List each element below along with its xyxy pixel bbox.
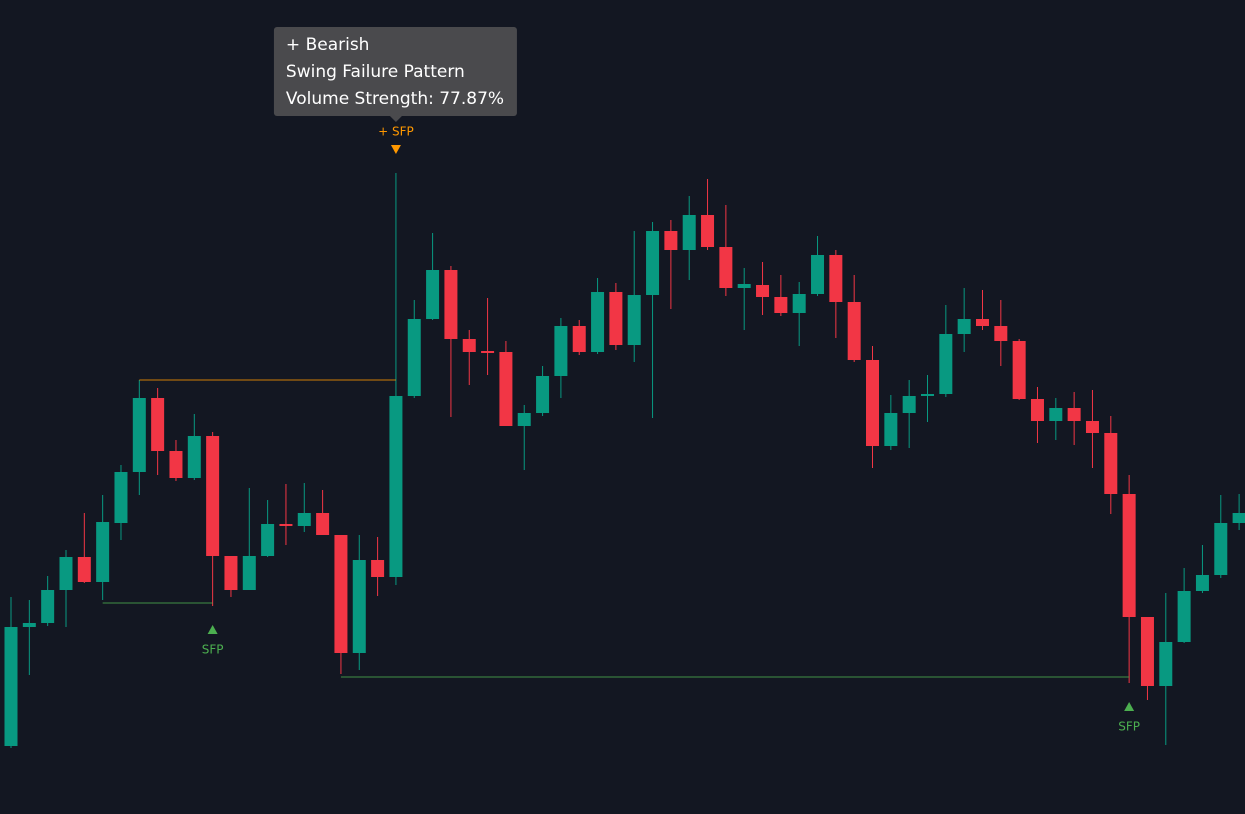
- candle-body: [499, 352, 513, 426]
- candle-body: [664, 231, 678, 250]
- candle-body: [114, 472, 128, 523]
- candle-body: [1067, 408, 1081, 421]
- candle-body: [774, 297, 788, 313]
- candle-body: [407, 319, 421, 396]
- candle-body: [279, 524, 293, 526]
- sfp-label: SFP: [1118, 720, 1140, 734]
- candle-body: [609, 292, 623, 345]
- candle-body: [719, 247, 733, 288]
- candle-body: [1012, 341, 1026, 399]
- candle-body: [1232, 513, 1245, 523]
- sfp-marker: [1124, 702, 1135, 711]
- candle-body: [224, 556, 238, 590]
- candle-body: [884, 413, 898, 446]
- candle-body: [737, 284, 751, 288]
- candle-body: [261, 524, 275, 556]
- candle-body: [975, 319, 989, 326]
- candle-body: [957, 319, 971, 334]
- candle-body: [22, 623, 36, 627]
- candle-body: [682, 215, 696, 250]
- candle-body: [187, 436, 201, 478]
- tooltip-line: Volume Strength: 77.87%: [286, 89, 504, 109]
- candle-body: [132, 398, 146, 472]
- candle-body: [536, 376, 550, 413]
- candle-body: [481, 351, 495, 353]
- candle-body: [169, 451, 183, 478]
- candle-body: [297, 513, 311, 526]
- candle-body: [59, 557, 73, 590]
- candle-body: [756, 285, 770, 297]
- candle-body: [77, 557, 91, 582]
- tooltip-line: Swing Failure Pattern: [286, 62, 465, 82]
- candle-body: [1159, 642, 1173, 686]
- tooltip-arrow: [389, 116, 402, 122]
- candle-body: [1085, 421, 1099, 433]
- candle-body: [811, 255, 825, 294]
- candle-body: [1122, 494, 1136, 617]
- candle-body: [1214, 523, 1228, 575]
- candle-body: [96, 522, 110, 582]
- candle-body: [389, 396, 403, 577]
- candle-body: [921, 394, 934, 396]
- candle-body: [829, 255, 843, 302]
- candle-body: [554, 326, 568, 376]
- candle-body: [151, 398, 165, 451]
- candle-body: [792, 294, 806, 313]
- candle-body: [517, 413, 531, 426]
- candle-body: [1195, 575, 1209, 591]
- candle-body: [206, 436, 220, 556]
- candle-body: [352, 560, 366, 653]
- candle-body: [847, 302, 861, 360]
- candle-body: [572, 326, 586, 352]
- candle-body: [371, 560, 385, 577]
- candle-body: [1177, 591, 1191, 642]
- candle-body: [334, 535, 348, 653]
- candle-body: [41, 590, 55, 623]
- candle-body: [1140, 617, 1154, 686]
- candle-body: [242, 556, 256, 590]
- tooltip: + Bearish Swing Failure Pattern Volume Str…: [273, 27, 517, 122]
- candle-body: [627, 295, 641, 345]
- candle-body: [646, 231, 660, 295]
- candle-body: [316, 513, 330, 535]
- candle-body: [902, 396, 916, 413]
- candle-body: [591, 292, 605, 352]
- candle-body: [939, 334, 953, 394]
- candle-body: [1104, 433, 1118, 494]
- candle-body: [4, 627, 18, 746]
- sfp-marker: [207, 625, 218, 634]
- candle-body: [1049, 408, 1063, 421]
- sfp-marker: [390, 145, 401, 154]
- candle-body: [866, 360, 880, 446]
- candle-body: [462, 339, 476, 352]
- sfp-label: + SFP: [378, 125, 414, 139]
- tooltip-box: [273, 27, 517, 116]
- candle-body: [994, 326, 1008, 341]
- candle-body: [701, 215, 715, 247]
- candle-body: [444, 270, 458, 339]
- candle-body: [426, 270, 440, 319]
- candle-body: [1030, 399, 1044, 421]
- sfp-label: SFP: [202, 643, 224, 657]
- tooltip-line: + Bearish: [286, 35, 370, 55]
